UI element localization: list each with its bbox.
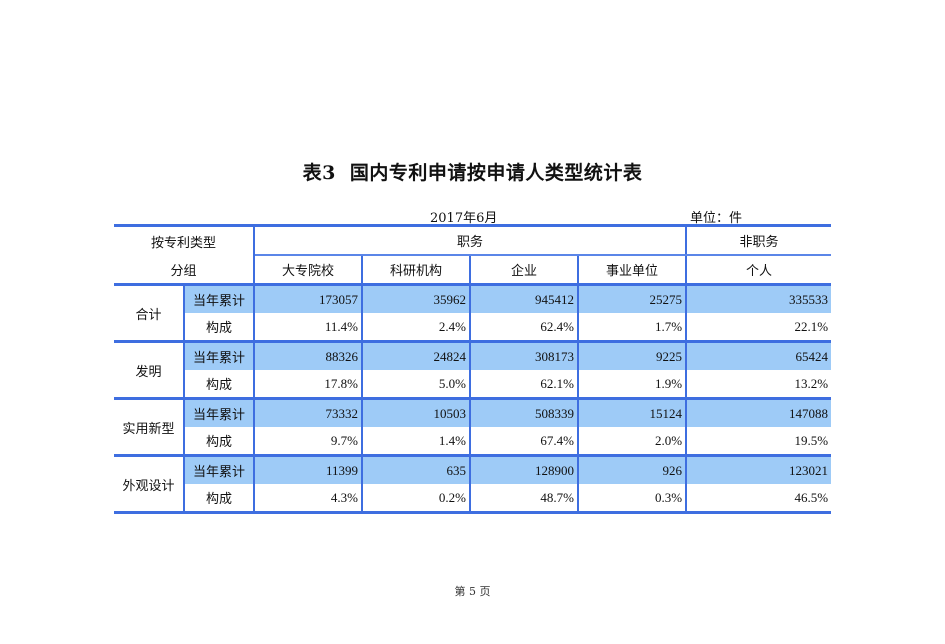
row-label-share: 构成	[184, 370, 256, 399]
cell-value: 88326	[254, 340, 364, 370]
row-label-count: 当年累计	[184, 340, 256, 370]
cell-value: 46.5%	[686, 484, 832, 514]
cell-value: 48.7%	[470, 484, 580, 514]
header-row-2: 分组 大专院校 科研机构 企业 事业单位 个人	[114, 255, 831, 285]
cell-value: 10503	[362, 397, 472, 427]
table-row: 合计 当年累计 173057 35962 945412 25275 335533	[114, 283, 832, 342]
table-row: 发明 当年累计 88326 24824 308173 9225 65424	[114, 340, 832, 399]
cell-value: 11.4%	[254, 313, 364, 342]
row-label-share: 构成	[184, 484, 256, 514]
cell-value: 508339	[470, 397, 580, 427]
row-label-count: 当年累计	[184, 397, 256, 427]
row-group-utility-model: 实用新型	[114, 397, 185, 456]
row-group-invention: 发明	[114, 340, 185, 399]
cell-value: 65424	[686, 340, 832, 370]
page-number: 第 5 页	[454, 585, 491, 598]
cell-value: 13.2%	[794, 375, 829, 391]
cell-value: 1.9%	[578, 370, 688, 399]
cell-value: 5.0%	[362, 370, 472, 399]
col-header-university: 大专院校	[254, 255, 364, 285]
cell-value: 35962	[362, 283, 472, 313]
row-group-total: 合计	[114, 283, 185, 342]
cell-value: 308173	[470, 340, 580, 370]
col-header-enterprise: 企业	[470, 255, 580, 285]
cell-value: 67.4%	[470, 427, 580, 456]
group-header-line2: 分组	[114, 255, 256, 285]
cell-value: 2.4%	[362, 313, 472, 342]
table-row: 构成 17.8% 5.0% 62.1% 1.9% 13.2%	[114, 370, 831, 399]
cell-value: 335533	[686, 283, 832, 313]
cell-value: 0.3%	[578, 484, 688, 514]
row-group-design: 外观设计	[114, 454, 185, 514]
cell-value: 17.8%	[254, 370, 364, 399]
cell-value: 128900	[470, 454, 580, 484]
cell-value: 22.1%	[794, 318, 829, 334]
row-label-count: 当年累计	[184, 454, 256, 484]
cell-value: 25275	[578, 283, 688, 313]
table-number: 表3	[302, 162, 336, 184]
col-header-research-institute: 科研机构	[362, 255, 472, 285]
row-label-share: 构成	[184, 313, 256, 342]
cell-value: 19.5%	[794, 432, 829, 448]
cell-value: 4.3%	[254, 484, 364, 514]
header-row-1: 按专利类型 职务 非职务	[114, 224, 832, 256]
table-row: 构成 9.7% 1.4% 67.4% 2.0% 19.5%	[114, 427, 831, 456]
cell-value: 11399	[254, 454, 364, 484]
report-date: 2017年6月	[430, 211, 498, 226]
table-row: 构成 11.4% 2.4% 62.4% 1.7% 22.1%	[114, 313, 831, 342]
cell-value: 24824	[362, 340, 472, 370]
table-row: 构成 4.3% 0.2% 48.7% 0.3% 46.5%	[114, 484, 832, 514]
cell-value: 62.1%	[470, 370, 580, 399]
group-header-line1: 按专利类型	[114, 224, 256, 255]
cell-value: 1.7%	[578, 313, 688, 342]
cell-value: 9225	[578, 340, 688, 370]
cell-value: 926	[578, 454, 688, 484]
cell-value: 0.2%	[362, 484, 472, 514]
cell-value: 945412	[470, 283, 580, 313]
cell-value: 62.4%	[470, 313, 580, 342]
cell-value: 635	[362, 454, 472, 484]
page-title: 表3 国内专利申请按申请人类型统计表	[0, 158, 945, 185]
col-header-individual: 个人	[746, 263, 773, 278]
row-label-share: 构成	[184, 427, 256, 456]
cell-value: 147088	[686, 397, 832, 427]
cell-value: 173057	[254, 283, 364, 313]
service-header: 职务	[254, 224, 688, 256]
table-row: 外观设计 当年累计 11399 635 128900 926 123021	[114, 454, 832, 514]
stats-table: 按专利类型 职务 非职务 分组 大专院校 科研机构 企业 事业单位 个人 合计 …	[114, 224, 832, 514]
unit-label: 单位：件	[690, 211, 743, 226]
table-title-text: 国内专利申请按申请人类型统计表	[349, 162, 643, 184]
cell-value: 9.7%	[254, 427, 364, 456]
cell-value: 73332	[254, 397, 364, 427]
cell-value: 123021	[686, 454, 832, 484]
cell-value: 15124	[578, 397, 688, 427]
row-label-count: 当年累计	[184, 283, 256, 313]
cell-value: 1.4%	[362, 427, 472, 456]
non-service-header: 非职务	[686, 224, 832, 256]
table-row: 实用新型 当年累计 73332 10503 508339 15124 14708…	[114, 397, 832, 456]
cell-value: 2.0%	[578, 427, 688, 456]
col-header-public-institution: 事业单位	[578, 255, 688, 285]
